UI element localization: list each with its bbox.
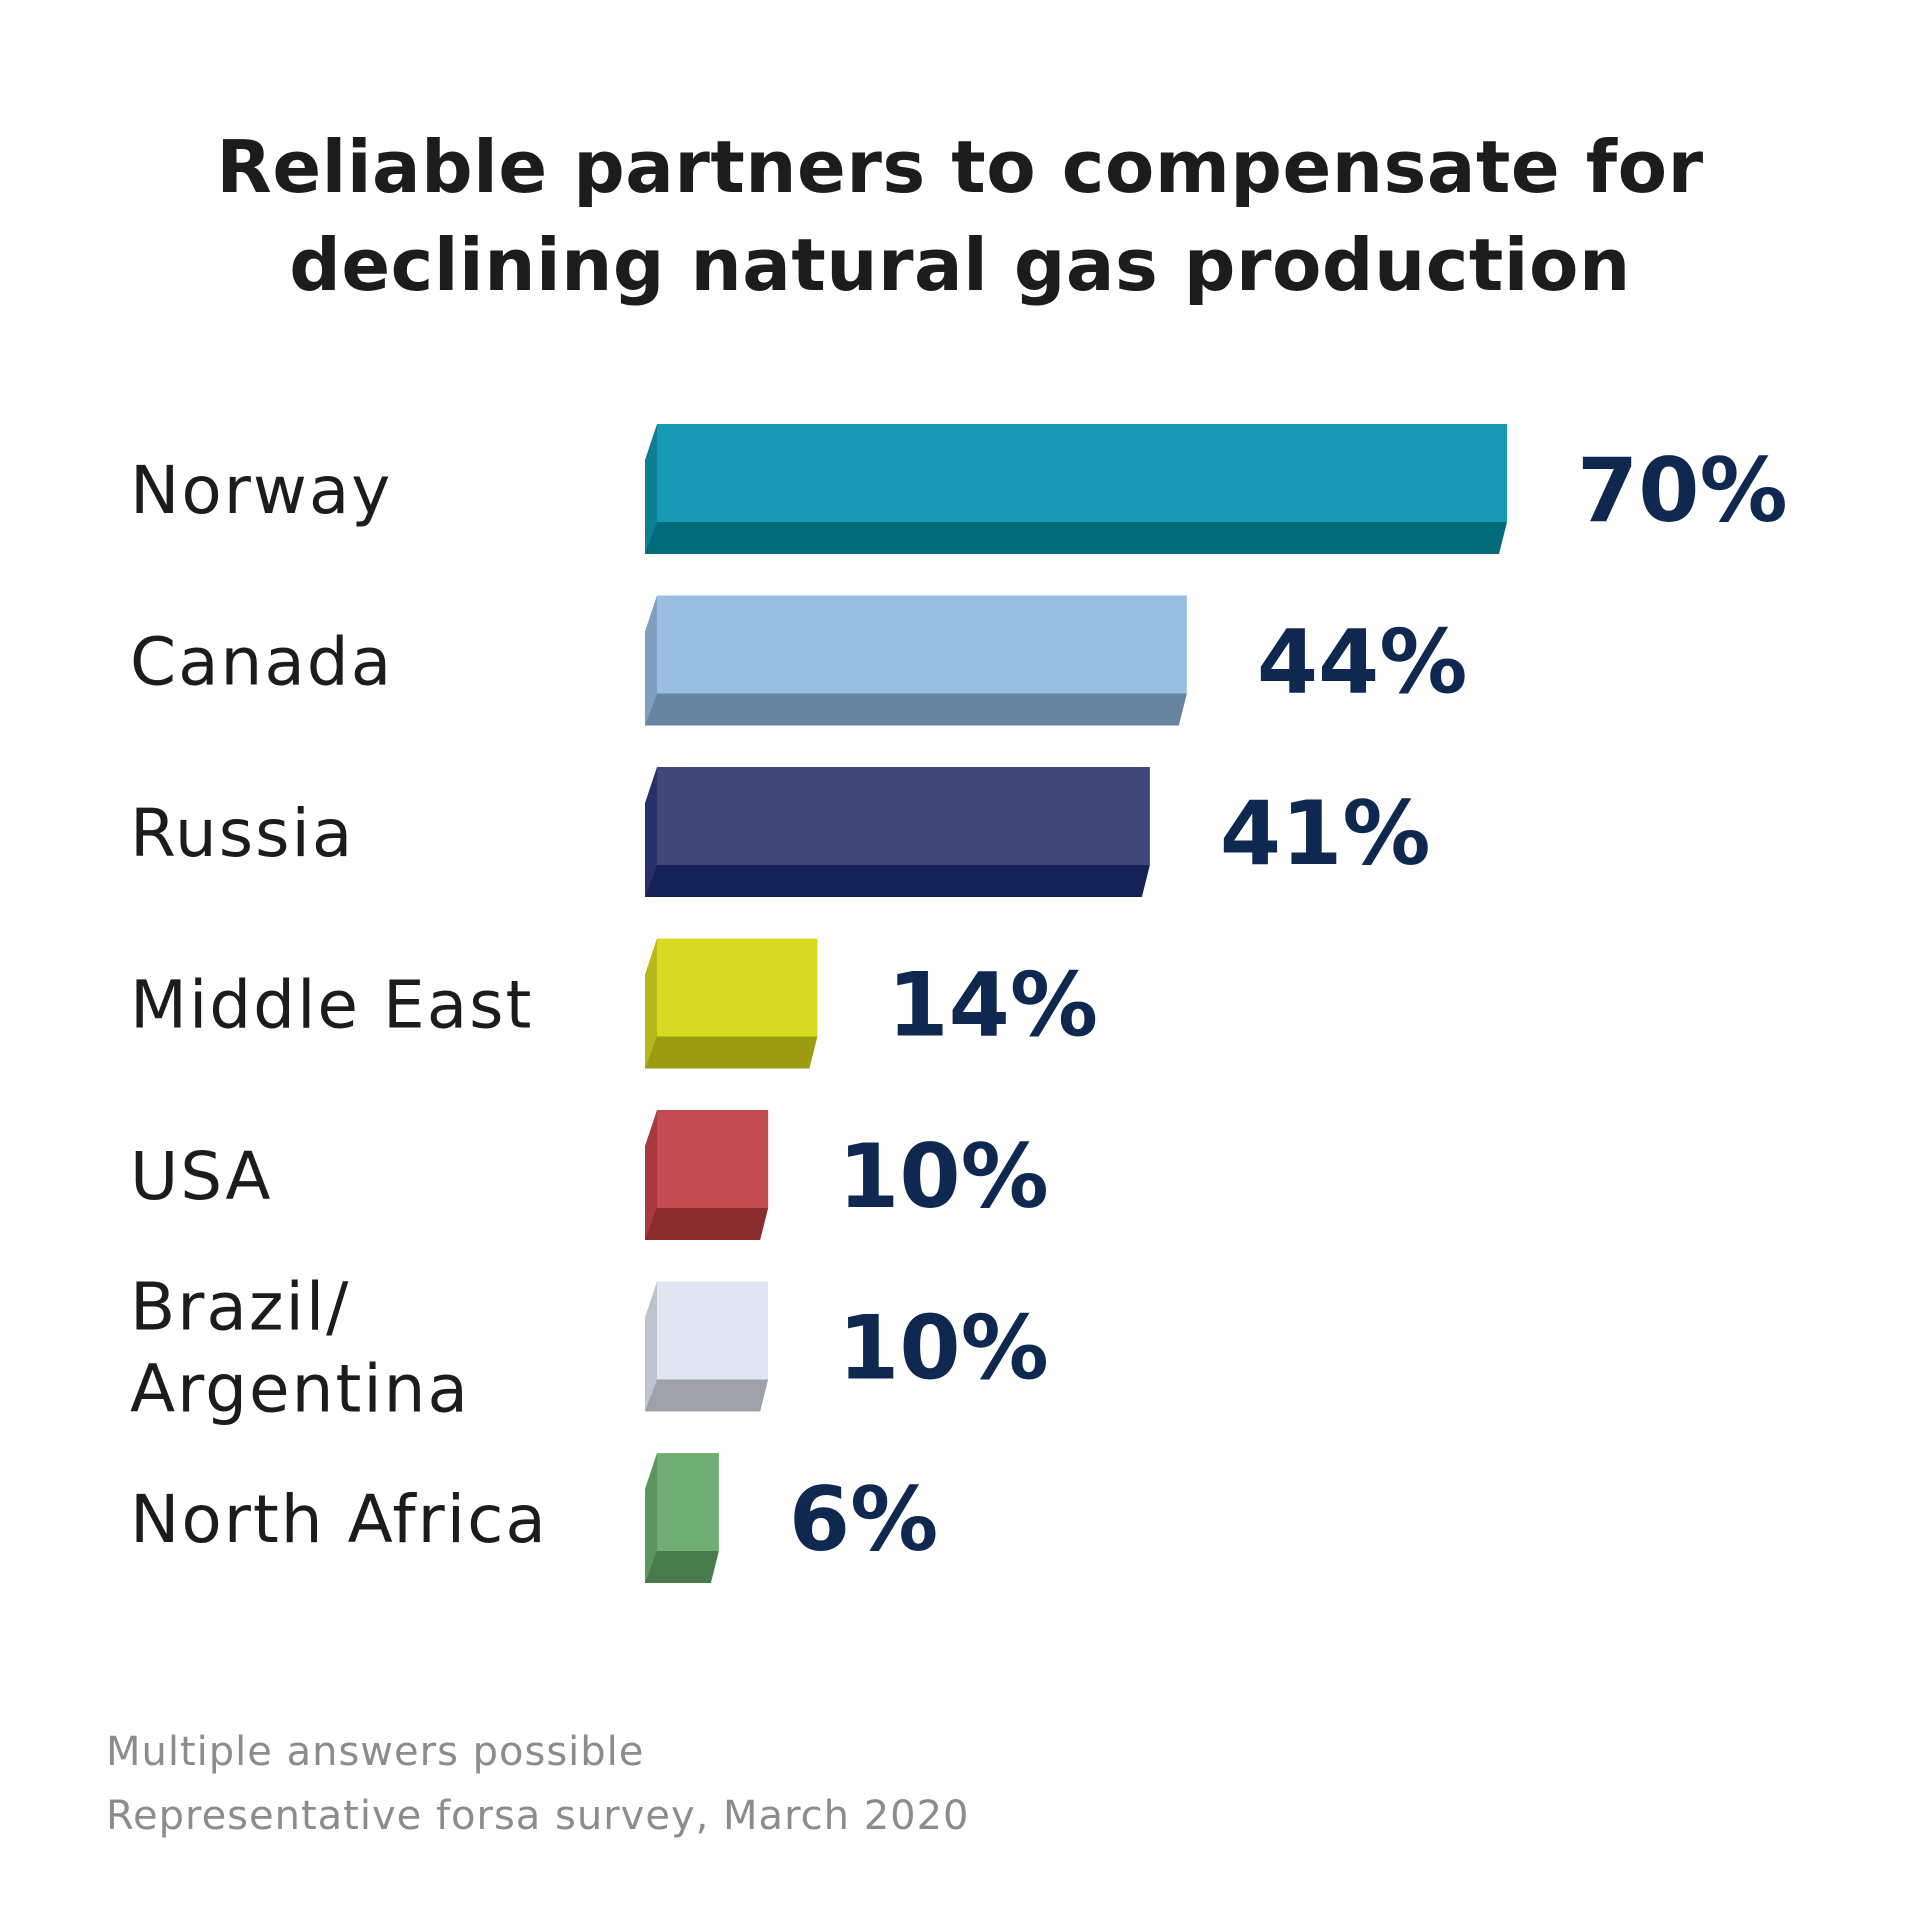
value-label-canada: 44% [1257, 611, 1468, 714]
bar-bottom-middle-east [645, 1036, 818, 1069]
category-label-norway: Norway [130, 452, 392, 529]
chart-title: Reliable partners to compensate for decl… [0, 118, 1920, 314]
value-label-middle-east: 14% [887, 954, 1098, 1057]
bar-group-brazil-argentina [645, 1281, 769, 1412]
category-label-brazil-argentina: Brazil/Argentina [130, 1269, 470, 1428]
bar-side-russia [645, 767, 657, 897]
category-label-line: Middle East [130, 967, 533, 1044]
bar-north-africa [657, 1453, 719, 1551]
bar-side-norway [645, 424, 657, 554]
category-label-canada: Canada [130, 624, 393, 701]
bar-group-russia [645, 767, 1150, 897]
category-label-line: North Africa [130, 1481, 548, 1558]
value-label-usa: 10% [838, 1125, 1049, 1228]
bar-side-brazil-argentina [645, 1281, 657, 1412]
footnote-multiple-answers: Multiple answers possible [106, 1729, 645, 1775]
bar-usa [657, 1110, 769, 1208]
bar-side-middle-east [645, 938, 657, 1069]
bar-bottom-north-africa [645, 1551, 719, 1583]
value-label-norway: 70% [1577, 439, 1788, 542]
category-label-line: Argentina [130, 1351, 470, 1428]
bar-group-middle-east [645, 938, 818, 1069]
category-label-line: Russia [130, 795, 354, 872]
category-label-line: Brazil/ [130, 1269, 350, 1346]
category-label-russia: Russia [130, 795, 354, 872]
category-label-north-africa: North Africa [130, 1481, 548, 1558]
category-label-line: USA [130, 1138, 273, 1215]
bar-group-north-africa [645, 1453, 719, 1583]
bar-group-usa [645, 1110, 769, 1240]
bar-side-north-africa [645, 1453, 657, 1583]
bar-side-canada [645, 595, 657, 726]
category-label-line: Norway [130, 452, 392, 529]
category-label-line: Canada [130, 624, 393, 701]
footnotes: Multiple answers possible Representative… [106, 1720, 970, 1848]
category-label-middle-east: Middle East [130, 967, 533, 1044]
bar-bottom-russia [645, 865, 1150, 897]
bar-bottom-brazil-argentina [645, 1379, 769, 1412]
bar-brazil-argentina [657, 1281, 769, 1380]
value-label-brazil-argentina: 10% [838, 1297, 1049, 1400]
bar-canada [657, 595, 1187, 694]
bar-russia [657, 767, 1150, 865]
value-label-north-africa: 6% [789, 1468, 938, 1571]
category-label-usa: USA [130, 1138, 273, 1215]
bar-bottom-canada [645, 693, 1187, 726]
chart-title-line-1: Reliable partners to compensate for [216, 125, 1704, 209]
bar-group-canada [645, 595, 1187, 726]
bar-bottom-norway [645, 522, 1507, 554]
value-label-russia: 41% [1220, 782, 1431, 885]
chart-title-line-2: declining natural gas production [289, 223, 1631, 307]
bar-group-norway [645, 424, 1507, 554]
bar-middle-east [657, 938, 818, 1037]
bar-norway [657, 424, 1507, 522]
footnote-source: Representative forsa survey, March 2020 [106, 1793, 970, 1839]
bar-bottom-usa [645, 1208, 769, 1240]
bar-side-usa [645, 1110, 657, 1240]
